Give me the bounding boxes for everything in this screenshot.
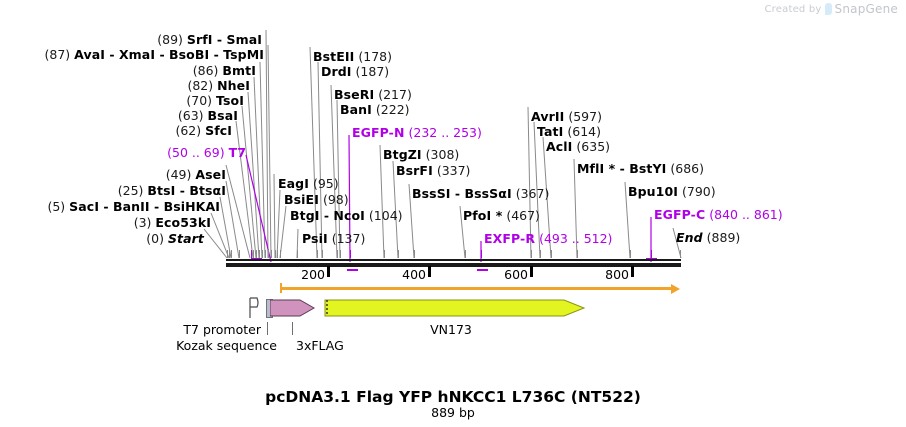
feature-name-vn173: VN173: [430, 322, 472, 337]
site-tick-stem: [259, 250, 260, 258]
site-label-bstei: BstEII (178): [313, 49, 392, 64]
feature-tick-stem: [481, 250, 482, 258]
site-tick-stem: [280, 250, 281, 258]
site-tick-stem: [531, 250, 532, 258]
site-label-bsrfi: BsrFI (337): [396, 163, 471, 178]
site-tick-stem: [384, 250, 385, 258]
site-label-btsi-btsai: (25) BtsI - BtsαI: [117, 183, 226, 198]
site-tick-stem: [322, 250, 323, 258]
ruler-tick-400: [428, 266, 431, 277]
snapgene-logo-icon: [824, 3, 832, 15]
site-label-nhei: (82) NheI: [187, 78, 250, 93]
site-label-tsoi: (70) TsoI: [186, 93, 244, 108]
sequence-ruler-top: [226, 259, 681, 261]
kozak-leader-line: [267, 322, 268, 335]
feature-name-3xflag: 3xFLAG: [296, 338, 344, 353]
site-tick-stem: [317, 250, 318, 258]
feature-name-kozak-sequence: Kozak sequence: [176, 338, 277, 353]
site-tick-stem: [265, 250, 266, 258]
page-title: pcDNA3.1 Flag YFP hNKCC1 L736C (NT522): [265, 388, 641, 406]
site-label-bsssi-bsssai: BssSI - BssSαI (367): [412, 186, 550, 201]
site-label-sfci: (62) SfcI: [175, 123, 232, 138]
site-tick-stem: [253, 250, 254, 258]
site-tick-stem: [465, 250, 466, 258]
site-tick-stem: [271, 250, 272, 258]
site-tick-stem: [414, 250, 415, 258]
site-label-bseri: BseRI (217): [334, 87, 412, 102]
site-tick-stem: [551, 250, 552, 258]
ruler-tick-200: [327, 266, 330, 277]
site-label-eagi: EagI (95): [278, 176, 339, 191]
ruler-tick-label-200: 200: [301, 267, 325, 282]
site-tick-stem: [398, 250, 399, 258]
feature-label-exfp-r: EXFP-R (493 .. 512): [484, 231, 613, 246]
t7-promoter-icon: [249, 297, 259, 318]
feature-label-egfp-n: EGFP-N (232 .. 253): [352, 125, 482, 140]
ruler-tick-label-600: 600: [504, 267, 528, 282]
site-label-avai-xmai-bsobi-tspmi: (87) AvaI - XmaI - BsoBI - TspMI: [44, 47, 264, 62]
feature-tick-stem: [651, 250, 652, 258]
site-label-bsiei: BsiEI (98): [284, 192, 349, 207]
feature-range-exfp-r: [477, 269, 488, 271]
site-label-mfli-bstyi: MflI * - BstYI (686): [577, 161, 704, 176]
site-tick-stem: [239, 250, 240, 258]
page-subtitle: 889 bp: [431, 405, 475, 420]
site-label-saci-banii-bsihkai: (5) SacI - BanII - BsiHKAI: [47, 199, 220, 214]
site-label-avrii: AvrII (597): [531, 109, 602, 124]
site-label-srfi-smai: (89) SrfI - SmaI: [157, 32, 262, 47]
orf-arrow-head-icon: [671, 283, 680, 294]
site-label-tati: TatI (614): [537, 124, 601, 139]
feature-tick-stem: [350, 250, 351, 258]
snapgene-brand-text: SnapGene: [834, 2, 898, 16]
site-tick-stem: [277, 250, 278, 258]
feature-tick-stem: [251, 250, 252, 258]
feature-label-egfp-c: EGFP-C (840 .. 861): [654, 207, 783, 222]
feature-name-t7-promoter: T7 promoter: [183, 322, 261, 337]
orf-arrow-line: [280, 287, 672, 290]
vn173-arrow: [324, 299, 586, 317]
site-tick-stem: [275, 250, 276, 258]
site-tick-stem: [256, 250, 257, 258]
site-label-bani: BanI (222): [340, 102, 410, 117]
site-label-asei: (49) AseI: [165, 167, 226, 182]
site-label-bsai: (63) BsaI: [177, 108, 238, 123]
site-label-drdi: DrdI (187): [321, 64, 390, 79]
watermark-created-by-text: Created by: [764, 3, 822, 15]
site-tick-stem: [340, 250, 341, 258]
ruler-tick-label-400: 400: [402, 267, 426, 282]
ruler-tick-label-800: 800: [605, 267, 629, 282]
site-tick-stem: [231, 250, 232, 258]
ruler-tick-800: [631, 266, 634, 277]
feature-range-egfp-n: [347, 269, 358, 271]
site-label-end: End (889): [676, 230, 741, 245]
site-label-acli: AclI (635): [546, 139, 611, 154]
site-tick-stem: [297, 250, 298, 258]
site-label-bmti: (86) BmtI: [192, 63, 256, 78]
site-tick-stem: [227, 250, 228, 258]
3xflag-leader-line: [292, 322, 293, 335]
site-label-btgzi: BtgZI (308): [383, 147, 460, 162]
site-tick-stem: [268, 250, 269, 258]
feature-label-t7: (50 .. 69) T7: [167, 145, 246, 160]
site-tick-stem: [577, 250, 578, 258]
site-tick-stem: [540, 250, 541, 258]
site-tick-stem: [630, 250, 631, 258]
site-label-pfoi: PfoI * (467): [463, 208, 540, 223]
site-tick-stem: [680, 250, 681, 258]
site-tick-stem: [262, 250, 263, 258]
site-label-bpu10i: Bpu10I (790): [628, 184, 716, 199]
site-label-btgi-ncoi: BtgI - NcoI (104): [290, 208, 403, 223]
site-label-eco53ki: (3) Eco53kI: [133, 215, 211, 230]
site-tick-stem: [229, 250, 230, 258]
orf-arrow-start-cap: [280, 283, 282, 293]
site-tick-stem: [337, 250, 338, 258]
snapgene-watermark: Created by SnapGene: [765, 2, 899, 16]
sequence-ruler-bottom: [226, 263, 681, 267]
3xflag-arrow: [270, 299, 315, 317]
site-label-psii: PsiI (137): [302, 231, 366, 246]
ruler-tick-600: [530, 266, 533, 277]
site-label-start: (0) Start: [146, 231, 204, 246]
